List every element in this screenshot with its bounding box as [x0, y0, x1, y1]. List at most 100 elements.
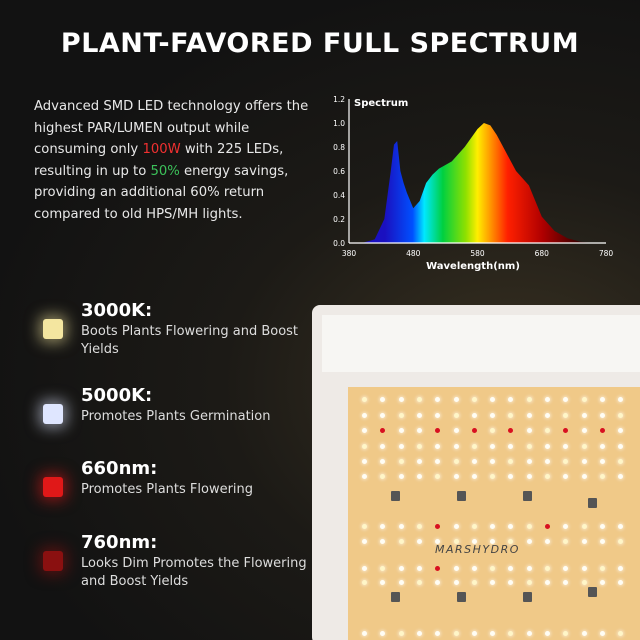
led: [471, 539, 477, 544]
led: [581, 539, 587, 544]
led: [508, 474, 514, 479]
feature-title: 5000K:: [81, 385, 153, 406]
power-highlight: 100W: [142, 142, 181, 157]
led: [471, 444, 477, 449]
led: [599, 397, 605, 402]
led: [471, 474, 477, 479]
led: [508, 397, 514, 402]
led: [508, 539, 514, 544]
led: [380, 413, 386, 418]
led: [599, 566, 605, 571]
led: [416, 397, 422, 402]
led: [599, 631, 605, 636]
led: [435, 459, 441, 464]
led: [618, 631, 624, 636]
led: [416, 539, 422, 544]
led: [471, 428, 477, 433]
driver-chip: [391, 491, 400, 501]
chart-title: Spectrum: [354, 98, 408, 109]
led: [362, 524, 367, 529]
led: [453, 524, 459, 529]
led: [581, 524, 587, 529]
y-tick-label: 0.8: [333, 143, 345, 152]
led: [380, 428, 386, 433]
intro-text: Advanced SMD LED technology offers the h…: [34, 96, 324, 225]
led: [398, 580, 404, 585]
led: [508, 524, 514, 529]
led: [599, 413, 605, 418]
led: [508, 566, 514, 571]
intro-part: Advanced SMD LED technology offers the h…: [34, 99, 309, 157]
led: [618, 566, 624, 571]
led: [435, 580, 441, 585]
led: [490, 459, 496, 464]
spectrum-area: [361, 123, 594, 243]
feature-title: 3000K:: [81, 300, 153, 321]
led: [545, 539, 550, 544]
led: [416, 428, 422, 433]
led: [453, 459, 459, 464]
led: [581, 566, 587, 571]
led: [398, 397, 404, 402]
x-axis-label: Wavelength(nm): [426, 261, 520, 272]
y-tick-label: 0.2: [333, 215, 345, 224]
led: [581, 580, 587, 585]
savings-highlight: 50%: [150, 163, 180, 179]
y-tick-label: 1.0: [333, 119, 345, 128]
led: [416, 459, 422, 464]
led: [526, 631, 532, 636]
led: [453, 413, 459, 418]
led: [490, 631, 496, 636]
led: [362, 444, 367, 449]
led: [618, 397, 624, 402]
led: [526, 524, 532, 529]
led: [545, 428, 550, 433]
led: [526, 539, 532, 544]
led: [490, 580, 496, 585]
led: [490, 397, 496, 402]
feature-title: 660nm:: [81, 458, 158, 479]
led: [618, 580, 624, 585]
led: [545, 580, 550, 585]
led: [526, 444, 532, 449]
led: [545, 631, 550, 636]
spectrum-chart: 380 480 580 680 780 0.0 0.2 0.4 0.6 0.8 1.0 1.2 Spe…: [333, 95, 614, 272]
led: [471, 631, 477, 636]
led: [380, 397, 386, 402]
led: [563, 459, 569, 464]
led: [416, 444, 422, 449]
led: [471, 459, 477, 464]
led: [362, 428, 367, 433]
led: [526, 474, 532, 479]
led: [618, 444, 624, 449]
led: [526, 413, 532, 418]
led: [581, 397, 587, 402]
led: [471, 397, 477, 402]
led: [471, 524, 477, 529]
y-tick-label: 1.2: [333, 95, 345, 104]
x-tick-label: 780: [599, 249, 614, 258]
led: [563, 413, 569, 418]
led: [490, 444, 496, 449]
driver-chip: [523, 491, 532, 501]
led: [416, 524, 422, 529]
led: [362, 580, 367, 585]
led: [380, 459, 386, 464]
led: [563, 397, 569, 402]
led: [563, 566, 569, 571]
led: [581, 631, 587, 636]
led: [490, 524, 496, 529]
y-tick-label: 0.0: [333, 239, 345, 248]
led: [471, 580, 477, 585]
led: [545, 444, 550, 449]
led: [471, 566, 477, 571]
led: [581, 444, 587, 449]
led: [563, 428, 569, 433]
led: [581, 459, 587, 464]
led: [435, 566, 441, 571]
led: [545, 566, 550, 571]
feature-desc: Boots Plants Flowering and Boost Yields: [81, 324, 299, 357]
led: [545, 459, 550, 464]
led: [618, 539, 624, 544]
